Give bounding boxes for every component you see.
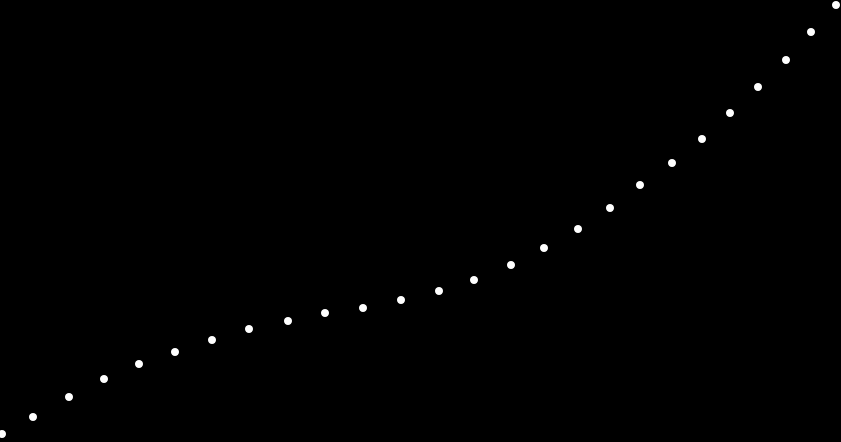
data-point — [507, 261, 515, 269]
data-point — [29, 413, 37, 421]
data-point — [606, 204, 614, 212]
data-point — [574, 225, 582, 233]
data-point — [435, 287, 443, 295]
data-point — [397, 296, 405, 304]
data-point — [100, 375, 108, 383]
data-point — [832, 1, 840, 9]
data-point — [754, 83, 762, 91]
data-point — [171, 348, 179, 356]
data-point — [636, 181, 644, 189]
data-point — [807, 28, 815, 36]
data-point — [698, 135, 706, 143]
data-point — [359, 304, 367, 312]
data-point — [782, 56, 790, 64]
data-point — [135, 360, 143, 368]
data-point — [726, 109, 734, 117]
data-point — [470, 276, 478, 284]
data-point — [208, 336, 216, 344]
data-point — [0, 430, 6, 438]
data-point — [245, 325, 253, 333]
data-point — [668, 159, 676, 167]
data-point — [65, 393, 73, 401]
data-point — [321, 309, 329, 317]
data-point — [284, 317, 292, 325]
data-point — [540, 244, 548, 252]
